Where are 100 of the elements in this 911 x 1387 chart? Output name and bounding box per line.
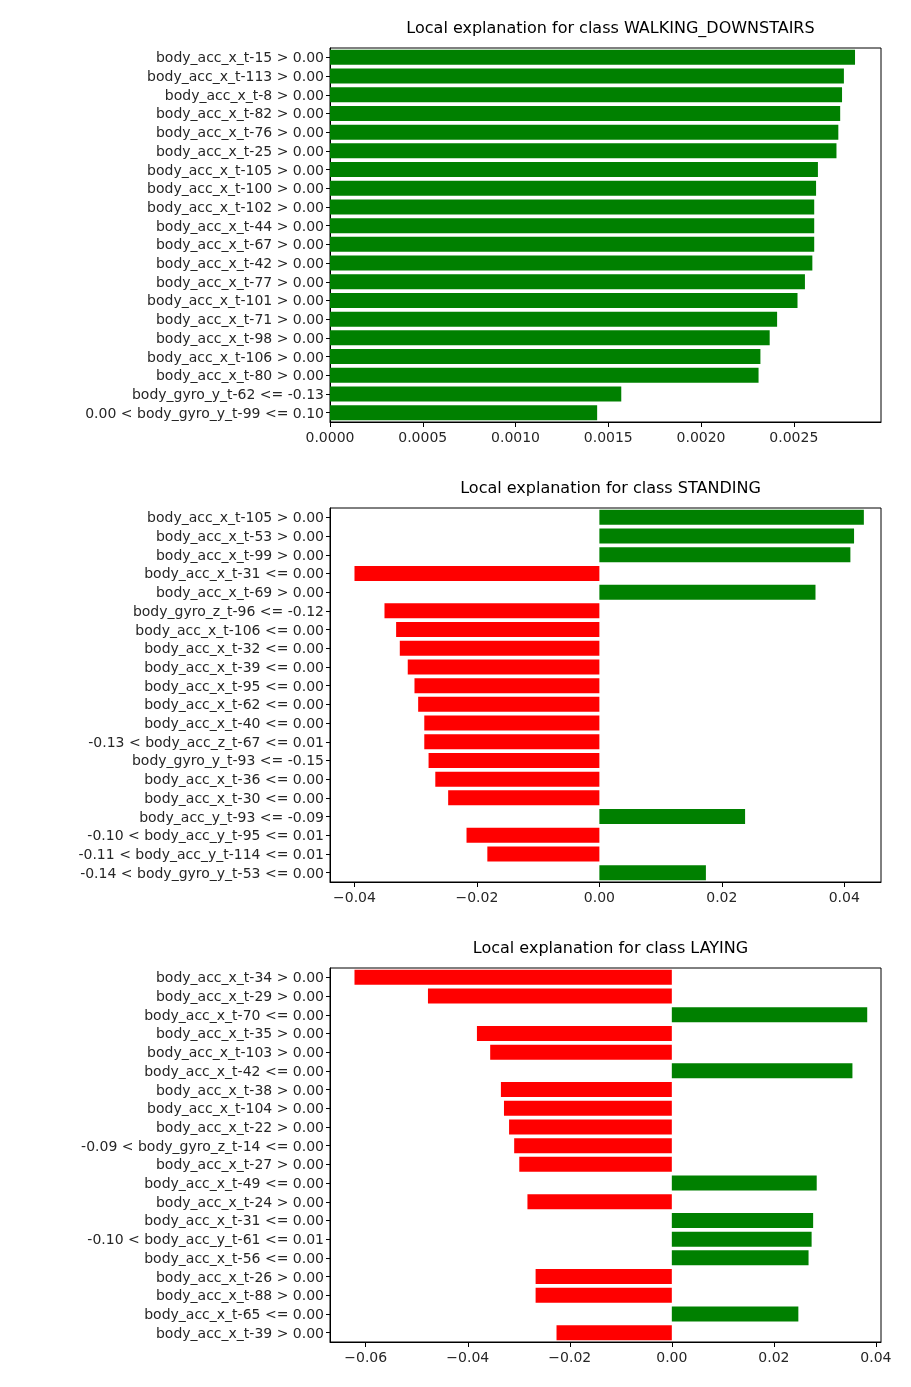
bar: [487, 846, 600, 862]
x-tick-label: 0.02: [758, 1349, 790, 1365]
bar: [330, 218, 815, 234]
bar: [503, 1100, 672, 1116]
y-tick-label: body_acc_x_t-82 > 0.00: [155, 105, 324, 122]
y-tick-label: body_acc_x_t-36 <= 0.00: [144, 771, 324, 788]
x-tick-label: −0.04: [333, 889, 377, 905]
y-tick-label: -0.11 < body_acc_y_t-114 <= 0.01: [78, 845, 324, 862]
y-tick-label: body_acc_y_t-93 <= -0.09: [139, 808, 324, 825]
y-tick-label: body_acc_x_t-26 > 0.00: [155, 1268, 324, 1285]
bar: [330, 236, 815, 252]
bar: [384, 603, 600, 619]
y-tick-label: body_acc_x_t-70 <= 0.00: [144, 1006, 324, 1023]
bar: [490, 1044, 672, 1060]
y-tick-label: body_gyro_z_t-96 <= -0.12: [132, 602, 324, 619]
bar: [476, 1025, 672, 1041]
bar: [466, 827, 600, 843]
x-tick-label: 0.04: [860, 1349, 892, 1365]
bar: [330, 105, 841, 121]
bar: [535, 1287, 672, 1303]
bar: [671, 1007, 868, 1023]
bar: [448, 790, 600, 806]
y-tick-label: body_acc_x_t-65 <= 0.00: [144, 1305, 324, 1322]
y-tick-label: body_acc_x_t-71 > 0.00: [155, 311, 324, 328]
bar: [330, 311, 778, 327]
bar: [671, 1175, 817, 1191]
bar: [527, 1194, 672, 1210]
bar: [514, 1138, 672, 1154]
bar: [599, 865, 706, 881]
bar: [354, 969, 672, 985]
x-tick-label: 0.02: [706, 889, 738, 905]
bar: [354, 565, 600, 581]
y-tick-label: body_acc_x_t-99 > 0.00: [155, 546, 324, 563]
y-tick-label: body_acc_x_t-62 <= 0.00: [144, 696, 324, 713]
bar: [671, 1306, 799, 1322]
y-tick-label: body_acc_x_t-31 <= 0.00: [144, 1212, 324, 1229]
bar: [330, 162, 818, 178]
bar: [330, 143, 837, 159]
y-tick-label: body_acc_x_t-42 > 0.00: [155, 255, 324, 272]
y-tick-label: body_acc_x_t-15 > 0.00: [155, 49, 324, 66]
y-tick-label: body_acc_x_t-39 <= 0.00: [144, 658, 324, 675]
y-tick-label: body_acc_x_t-22 > 0.00: [155, 1118, 324, 1135]
y-tick-label: body_acc_x_t-30 <= 0.00: [144, 789, 324, 806]
bar: [399, 640, 600, 656]
bar: [330, 49, 856, 65]
y-tick-label: body_acc_x_t-42 <= 0.00: [144, 1062, 324, 1079]
bar: [330, 405, 598, 421]
bar: [330, 180, 817, 196]
x-tick-label: 0.0015: [583, 429, 633, 445]
bar: [509, 1119, 672, 1135]
bar: [330, 199, 815, 215]
x-tick-label: 0.0000: [305, 429, 355, 445]
bar: [500, 1082, 672, 1098]
y-tick-label: body_acc_x_t-32 <= 0.00: [144, 640, 324, 657]
y-tick-label: body_acc_x_t-40 <= 0.00: [144, 715, 324, 732]
bar: [330, 87, 843, 103]
y-tick-label: -0.10 < body_acc_y_t-61 <= 0.01: [87, 1231, 324, 1248]
bar: [330, 367, 759, 383]
y-tick-label: body_gyro_y_t-62 <= -0.13: [131, 385, 324, 402]
bar: [671, 1063, 853, 1079]
x-tick-label: 0.00: [583, 889, 615, 905]
bar: [330, 274, 805, 290]
y-tick-label: body_acc_x_t-67 > 0.00: [155, 236, 324, 253]
bar: [599, 547, 851, 563]
y-tick-label: body_acc_x_t-35 > 0.00: [155, 1025, 324, 1042]
y-tick-label: body_acc_x_t-44 > 0.00: [155, 217, 324, 234]
y-tick-label: body_acc_x_t-104 > 0.00: [147, 1100, 324, 1117]
bar: [535, 1269, 672, 1285]
chart-title: Local explanation for class WALKING_DOWNSTAIRS: [406, 17, 815, 38]
x-tick-label: 0.04: [828, 889, 860, 905]
y-tick-label: body_acc_x_t-88 > 0.00: [155, 1287, 324, 1304]
bar: [330, 330, 770, 346]
bar: [556, 1325, 672, 1341]
y-tick-label: body_acc_x_t-56 <= 0.00: [144, 1249, 324, 1266]
y-tick-label: body_acc_x_t-102 > 0.00: [147, 198, 324, 215]
bar: [599, 509, 864, 525]
bar: [599, 809, 746, 825]
bar: [330, 349, 761, 365]
y-tick-label: body_acc_x_t-25 > 0.00: [155, 142, 324, 159]
y-tick-label: body_acc_x_t-8 > 0.00: [164, 86, 324, 103]
y-tick-label: body_acc_x_t-53 > 0.00: [155, 528, 324, 545]
x-tick-label: 0.0020: [676, 429, 726, 445]
y-tick-label: -0.10 < body_acc_y_t-95 <= 0.01: [87, 827, 324, 844]
y-tick-label: body_acc_x_t-95 <= 0.00: [144, 677, 324, 694]
y-tick-label: body_acc_x_t-34 > 0.00: [155, 969, 324, 986]
y-tick-label: -0.13 < body_acc_z_t-67 <= 0.01: [88, 733, 324, 750]
y-tick-label: -0.09 < body_gyro_z_t-14 <= 0.00: [81, 1137, 324, 1154]
x-tick-label: −0.02: [455, 889, 499, 905]
x-tick-label: 0.0010: [491, 429, 541, 445]
bar: [671, 1212, 814, 1228]
y-tick-label: -0.14 < body_gyro_y_t-53 <= 0.00: [80, 864, 324, 881]
y-tick-label: body_acc_x_t-69 > 0.00: [155, 584, 324, 601]
bar: [330, 68, 844, 84]
chart-title: Local explanation for class LAYING: [472, 937, 749, 957]
bar: [519, 1156, 672, 1172]
bar: [424, 715, 600, 731]
bar: [427, 988, 672, 1004]
bar: [424, 734, 600, 750]
y-tick-label: body_acc_x_t-106 <= 0.00: [135, 621, 324, 638]
bar: [435, 771, 600, 787]
